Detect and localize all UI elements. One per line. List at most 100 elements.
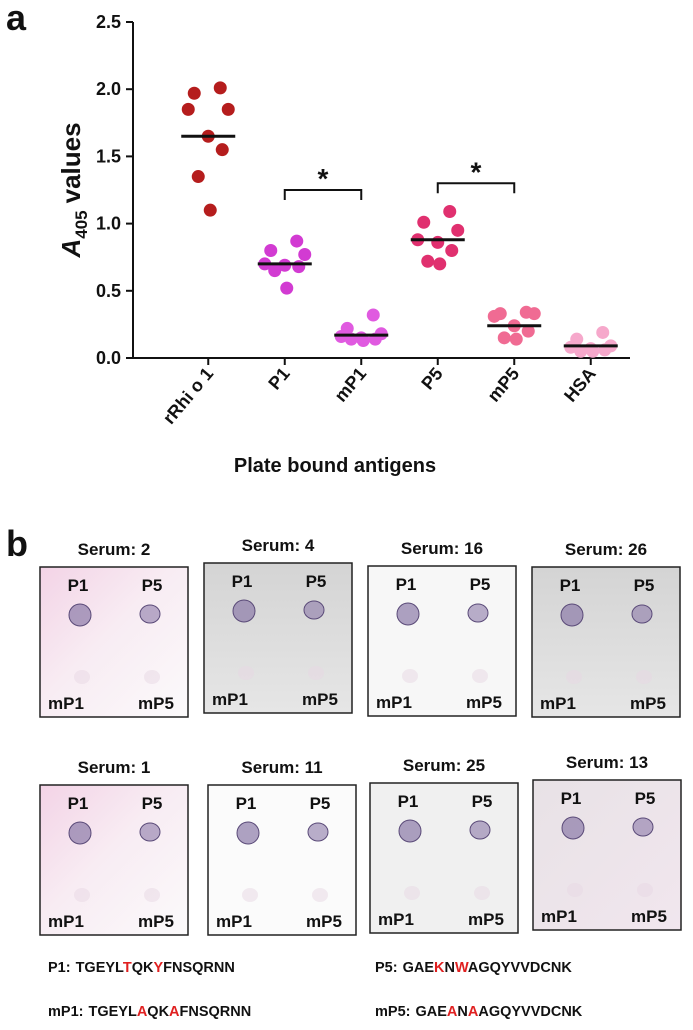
blot-spot (631, 604, 653, 624)
sequence-part: N (444, 960, 454, 976)
blot-label: mP5 (138, 694, 174, 713)
blot-spot (560, 603, 584, 627)
x-axis-label: Plate bound antigens (234, 455, 436, 477)
blot-label: mP1 (540, 694, 576, 713)
blot-label: mP1 (541, 907, 577, 926)
blot-label: mP5 (630, 694, 666, 713)
blot-spot-faint (566, 670, 582, 684)
blot (369, 782, 519, 934)
blot (367, 565, 517, 717)
blot-label: P1 (398, 792, 419, 811)
blot-spot-faint (144, 670, 160, 684)
sequence-mutation: T (123, 960, 132, 976)
blot-spot-faint (567, 883, 583, 897)
panel-label: b (6, 523, 28, 564)
blot-label: P1 (236, 794, 257, 813)
data-point (356, 334, 370, 348)
blot-spot (139, 822, 161, 842)
blot-spot (396, 602, 420, 626)
blot-title: Serum: 2 (78, 540, 151, 559)
blot-spot (303, 600, 325, 620)
data-point (298, 248, 312, 262)
y-axis-label-text: values (56, 122, 86, 203)
blot-spot (467, 603, 489, 623)
blot-label: P1 (68, 576, 89, 595)
sequence-mutation: A (137, 1004, 148, 1020)
sequence-mutation: K (434, 960, 445, 976)
blot-spot-faint (637, 883, 653, 897)
y-axis-label: A405 values (56, 122, 91, 258)
blot-spot-faint (144, 888, 160, 902)
blot-spot-faint (404, 886, 420, 900)
blot-spot (469, 820, 491, 840)
blot-label: mP5 (631, 907, 667, 926)
data-point (527, 307, 541, 321)
blot-label: mP5 (466, 693, 502, 712)
blot-spot-faint (312, 888, 328, 902)
data-point (292, 260, 306, 274)
blot-title: Serum: 16 (401, 539, 483, 558)
sequence-part: QK (132, 960, 154, 976)
blot-label: P5 (142, 576, 163, 595)
blot-label: mP5 (468, 910, 504, 929)
blot-spot-faint (474, 886, 490, 900)
sequence-name: mP5: (375, 1004, 410, 1020)
data-point (445, 243, 459, 257)
data-point (417, 215, 431, 229)
data-point (366, 308, 380, 322)
blot-label: P1 (396, 575, 417, 594)
blot (207, 784, 357, 936)
blot-label: P5 (634, 576, 655, 595)
significance-label: * (471, 156, 482, 187)
blot-title: Serum: 25 (403, 756, 485, 775)
blot-label: P1 (68, 794, 89, 813)
data-point (280, 281, 294, 295)
y-axis-label-subscript: 405 (72, 210, 91, 238)
blot-spot-faint (242, 888, 258, 902)
blot (531, 566, 681, 718)
blot (532, 779, 682, 931)
blot-label: P5 (470, 575, 491, 594)
blot-spot (398, 819, 422, 843)
sequence-part: FNSQRNN (163, 960, 235, 976)
blot-spot (561, 816, 585, 840)
y-tick-label: 2.0 (96, 79, 121, 99)
blot-label: mP1 (212, 690, 248, 709)
x-tick-label: HSA (560, 364, 600, 406)
data-point (213, 81, 227, 95)
blot-spot (236, 821, 260, 845)
sequence: P1: TGEYLTQKYFNSQRNN (48, 960, 235, 976)
blot-spot (307, 822, 329, 842)
blot-spot-faint (472, 669, 488, 683)
sequence-part: AGQYVVDCNK (468, 960, 572, 976)
y-tick-label: 1.0 (96, 214, 121, 234)
x-tick-label: rRhi o 1 (159, 364, 217, 428)
data-point (187, 86, 201, 100)
data-point (433, 257, 447, 271)
blot (39, 784, 189, 936)
blot-label: P1 (560, 576, 581, 595)
significance-bracket (283, 189, 363, 200)
data-point (451, 223, 465, 237)
y-axis-label-italic: A (56, 239, 86, 259)
data-point (181, 102, 195, 116)
sequence-mutation: A (169, 1004, 180, 1020)
data-point (268, 264, 282, 278)
blot-spot (139, 604, 161, 624)
sequence-part: AGQYVVDCNK (478, 1004, 582, 1020)
blot-spot-faint (74, 888, 90, 902)
data-point (497, 331, 511, 345)
blot-title: Serum: 4 (242, 536, 315, 555)
blot-spot (68, 603, 92, 627)
blot-spot-faint (308, 666, 324, 680)
blot-label: mP1 (376, 693, 412, 712)
blot-label: mP1 (216, 912, 252, 931)
blot-label: mP1 (48, 694, 84, 713)
sequence-part: TGEYL (88, 1004, 136, 1020)
blot-label: P5 (306, 572, 327, 591)
blot (203, 562, 353, 714)
blot-label: mP1 (48, 912, 84, 931)
data-point (596, 325, 610, 339)
blot-spot (232, 599, 256, 623)
blot-label: mP5 (138, 912, 174, 931)
